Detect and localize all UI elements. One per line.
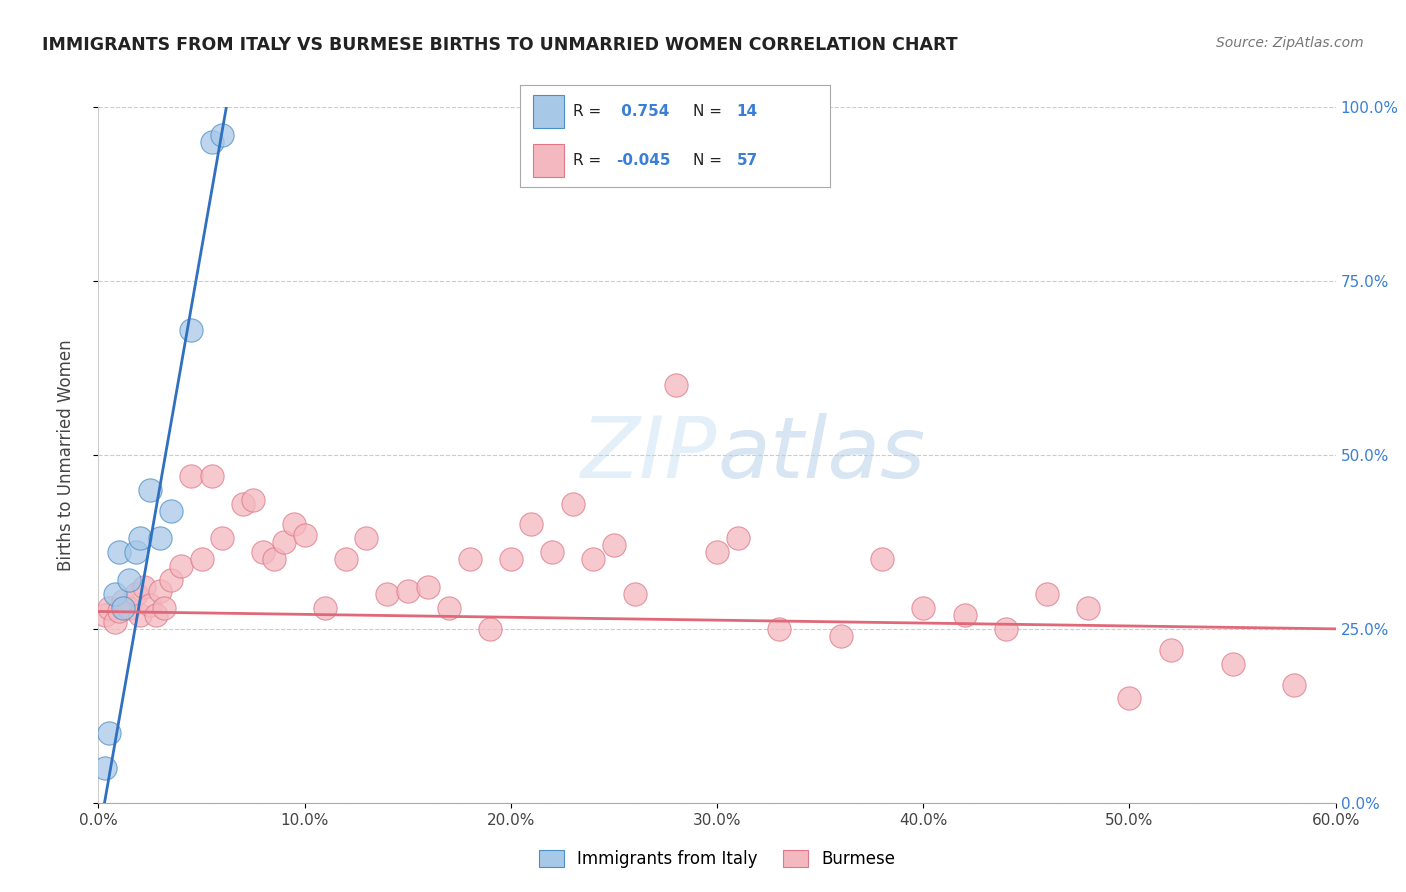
Text: R =: R = [572, 103, 606, 119]
Text: R =: R = [572, 153, 606, 169]
Point [170, 559, 193, 574]
Point [132, 580, 155, 594]
Point [870, 552, 893, 566]
Point [232, 497, 254, 511]
Point [124, 587, 146, 601]
Point [1036, 587, 1059, 601]
Bar [533, 95, 564, 128]
Point [623, 587, 645, 601]
Point [294, 528, 316, 542]
Text: 14: 14 [737, 103, 758, 119]
Point [139, 483, 162, 497]
Point [124, 545, 146, 559]
Point [93, 607, 115, 622]
Point [201, 468, 224, 483]
Point [603, 538, 626, 552]
Point [273, 534, 295, 549]
Text: IMMIGRANTS FROM ITALY VS BURMESE BIRTHS TO UNMARRIED WOMEN CORRELATION CHART: IMMIGRANTS FROM ITALY VS BURMESE BIRTHS … [42, 36, 957, 54]
Point [252, 545, 274, 559]
Point [1077, 601, 1099, 615]
Point [706, 545, 728, 559]
Point [1284, 677, 1306, 691]
Text: Source: ZipAtlas.com: Source: ZipAtlas.com [1216, 36, 1364, 50]
Point [242, 493, 264, 508]
Point [768, 622, 790, 636]
Point [953, 607, 976, 622]
Point [97, 601, 120, 615]
Point [314, 601, 336, 615]
Point [149, 532, 172, 546]
Point [479, 622, 502, 636]
Point [283, 517, 305, 532]
Point [520, 517, 543, 532]
Point [211, 532, 233, 546]
Point [1160, 642, 1182, 657]
Point [541, 545, 564, 559]
Text: ZIP: ZIP [581, 413, 717, 497]
Point [139, 598, 162, 612]
Point [211, 128, 233, 142]
Text: -0.045: -0.045 [616, 153, 671, 169]
Point [153, 601, 176, 615]
Point [418, 580, 440, 594]
Point [396, 583, 419, 598]
Point [830, 629, 852, 643]
Point [437, 601, 460, 615]
Text: N =: N = [693, 103, 727, 119]
Point [118, 601, 141, 615]
Point [727, 532, 749, 546]
Point [93, 761, 115, 775]
Point [375, 587, 398, 601]
Text: N =: N = [693, 153, 727, 169]
Point [108, 605, 131, 619]
Point [180, 468, 202, 483]
Text: 57: 57 [737, 153, 758, 169]
Point [335, 552, 357, 566]
Point [97, 726, 120, 740]
Point [104, 587, 127, 601]
Point [561, 497, 583, 511]
Point [582, 552, 605, 566]
Point [1118, 691, 1140, 706]
Point [108, 545, 131, 559]
Text: atlas: atlas [717, 413, 925, 497]
Point [118, 573, 141, 587]
Bar [533, 145, 564, 177]
Point [263, 552, 285, 566]
Point [128, 607, 150, 622]
Text: 0.754: 0.754 [616, 103, 669, 119]
Point [912, 601, 935, 615]
Point [190, 552, 212, 566]
Point [159, 503, 181, 517]
Legend: Immigrants from Italy, Burmese: Immigrants from Italy, Burmese [533, 843, 901, 874]
Point [1222, 657, 1244, 671]
Point [112, 594, 135, 608]
Point [499, 552, 522, 566]
Point [201, 135, 224, 149]
Point [159, 573, 181, 587]
Point [458, 552, 481, 566]
Point [665, 378, 688, 392]
Point [149, 583, 172, 598]
Point [112, 601, 135, 615]
Y-axis label: Births to Unmarried Women: Births to Unmarried Women [56, 339, 75, 571]
Point [128, 532, 150, 546]
Point [145, 607, 167, 622]
Point [180, 323, 202, 337]
Point [104, 615, 127, 629]
Point [994, 622, 1017, 636]
Point [356, 532, 378, 546]
